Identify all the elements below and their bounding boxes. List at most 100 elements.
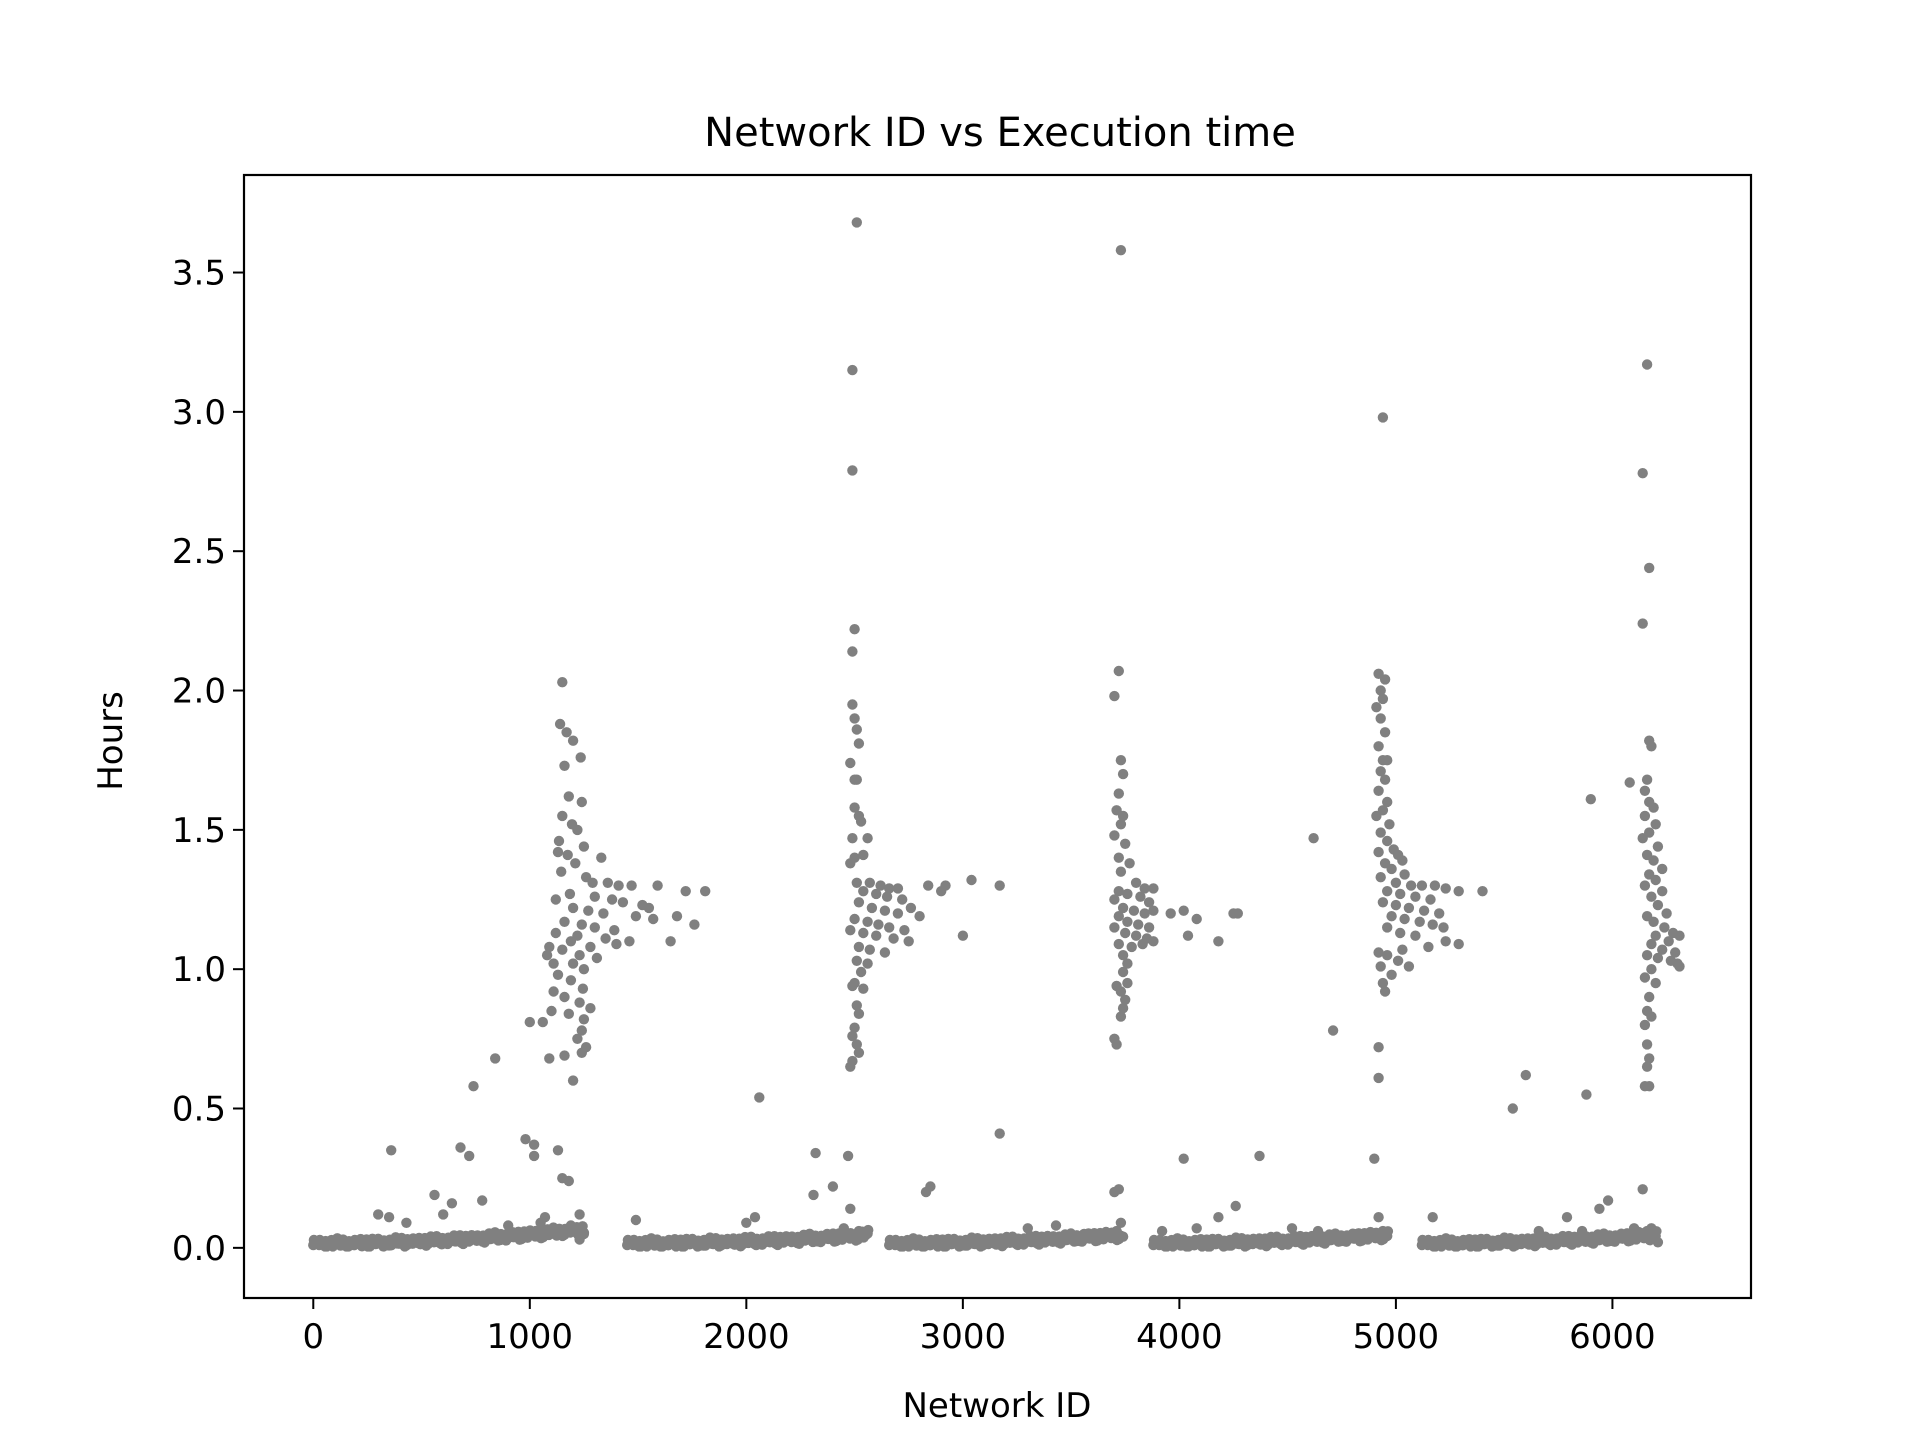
data-point bbox=[1232, 908, 1244, 919]
data-point bbox=[1427, 1212, 1438, 1223]
data-point bbox=[1639, 785, 1651, 796]
data-point bbox=[1379, 727, 1391, 738]
data-point bbox=[585, 941, 596, 953]
data-point bbox=[1395, 927, 1406, 939]
data-point bbox=[648, 913, 659, 925]
data-point bbox=[624, 936, 635, 947]
data-point bbox=[544, 1053, 555, 1064]
x-tick-label: 1000 bbox=[487, 1317, 574, 1357]
data-point bbox=[477, 1195, 488, 1206]
data-point bbox=[574, 1209, 585, 1220]
data-point bbox=[1369, 1153, 1380, 1164]
data-point bbox=[855, 966, 867, 978]
data-point bbox=[864, 877, 875, 888]
data-point bbox=[1178, 1153, 1189, 1164]
data-point bbox=[1122, 977, 1133, 989]
data-point bbox=[936, 886, 947, 897]
data-point bbox=[849, 713, 860, 724]
x-tick-label: 6000 bbox=[1569, 1317, 1656, 1357]
data-point bbox=[563, 1008, 574, 1019]
data-point bbox=[548, 986, 559, 997]
data-point bbox=[1078, 1228, 1090, 1240]
data-point bbox=[1115, 986, 1127, 997]
data-point bbox=[849, 802, 860, 813]
data-point bbox=[557, 944, 568, 955]
data-point bbox=[1122, 888, 1133, 900]
y-tick-label: 2.0 bbox=[172, 672, 226, 712]
x-tick-label: 4000 bbox=[1136, 1317, 1223, 1357]
data-point bbox=[1254, 1150, 1265, 1162]
data-point bbox=[429, 1189, 440, 1201]
data-point bbox=[1143, 922, 1155, 933]
data-point bbox=[1403, 902, 1415, 914]
data-point bbox=[1113, 788, 1125, 799]
data-point bbox=[1670, 947, 1681, 958]
data-point bbox=[537, 1016, 548, 1028]
data-point bbox=[1191, 1223, 1202, 1234]
data-point bbox=[875, 880, 886, 891]
data-point bbox=[1120, 838, 1131, 849]
data-point bbox=[1133, 919, 1144, 930]
x-tick-label: 0 bbox=[302, 1317, 324, 1357]
data-point bbox=[914, 911, 925, 922]
data-point bbox=[923, 880, 934, 891]
data-point bbox=[1308, 833, 1319, 844]
data-point bbox=[552, 1145, 564, 1156]
data-point bbox=[591, 952, 603, 964]
data-point bbox=[1371, 810, 1382, 822]
data-point bbox=[577, 983, 589, 994]
data-point bbox=[617, 897, 629, 908]
y-tick-label: 1.5 bbox=[172, 811, 226, 851]
data-point bbox=[1117, 810, 1129, 822]
data-point bbox=[845, 1203, 856, 1215]
data-point bbox=[849, 624, 860, 635]
data-point bbox=[1650, 819, 1661, 830]
data-point bbox=[552, 969, 564, 980]
x-tick-label: 5000 bbox=[1353, 1317, 1440, 1357]
data-point bbox=[1405, 880, 1417, 891]
data-point bbox=[552, 846, 564, 858]
data-point bbox=[1115, 1217, 1127, 1229]
data-point bbox=[1453, 886, 1464, 897]
data-point bbox=[1390, 877, 1402, 888]
data-point bbox=[1646, 1011, 1657, 1022]
data-point bbox=[903, 936, 914, 947]
data-point bbox=[528, 1150, 540, 1162]
data-point bbox=[1115, 819, 1127, 830]
data-point bbox=[851, 774, 862, 785]
data-point bbox=[1373, 785, 1384, 796]
data-point bbox=[1410, 930, 1421, 941]
data-point bbox=[1148, 936, 1159, 947]
data-point bbox=[1109, 1186, 1120, 1198]
data-point bbox=[892, 908, 904, 919]
data-point bbox=[851, 724, 862, 735]
data-point bbox=[1399, 869, 1410, 880]
data-point bbox=[1585, 794, 1597, 805]
data-point bbox=[862, 833, 873, 844]
data-point bbox=[851, 217, 862, 228]
data-point bbox=[1111, 1039, 1122, 1050]
data-point bbox=[1139, 883, 1150, 894]
data-point bbox=[1520, 1069, 1532, 1081]
data-point bbox=[862, 958, 873, 969]
data-point bbox=[643, 902, 655, 914]
data-point bbox=[700, 886, 711, 897]
data-point bbox=[455, 1142, 466, 1153]
data-point bbox=[1392, 955, 1404, 966]
data-point bbox=[1639, 972, 1651, 983]
data-point bbox=[1657, 944, 1668, 955]
data-point bbox=[1113, 665, 1125, 677]
x-axis-ticks: 0 1000 2000 3000 4000 5000 6000 bbox=[302, 1298, 1656, 1357]
data-point bbox=[574, 950, 585, 961]
data-point bbox=[1373, 1212, 1384, 1223]
data-point bbox=[1117, 950, 1129, 961]
data-point bbox=[1646, 964, 1657, 975]
data-point bbox=[1416, 880, 1428, 891]
data-point bbox=[1637, 468, 1648, 479]
data-point bbox=[1050, 1220, 1062, 1231]
data-point bbox=[600, 933, 611, 944]
data-point bbox=[994, 880, 1005, 891]
data-point bbox=[589, 922, 600, 933]
data-point bbox=[1109, 830, 1120, 841]
data-point bbox=[548, 958, 559, 969]
